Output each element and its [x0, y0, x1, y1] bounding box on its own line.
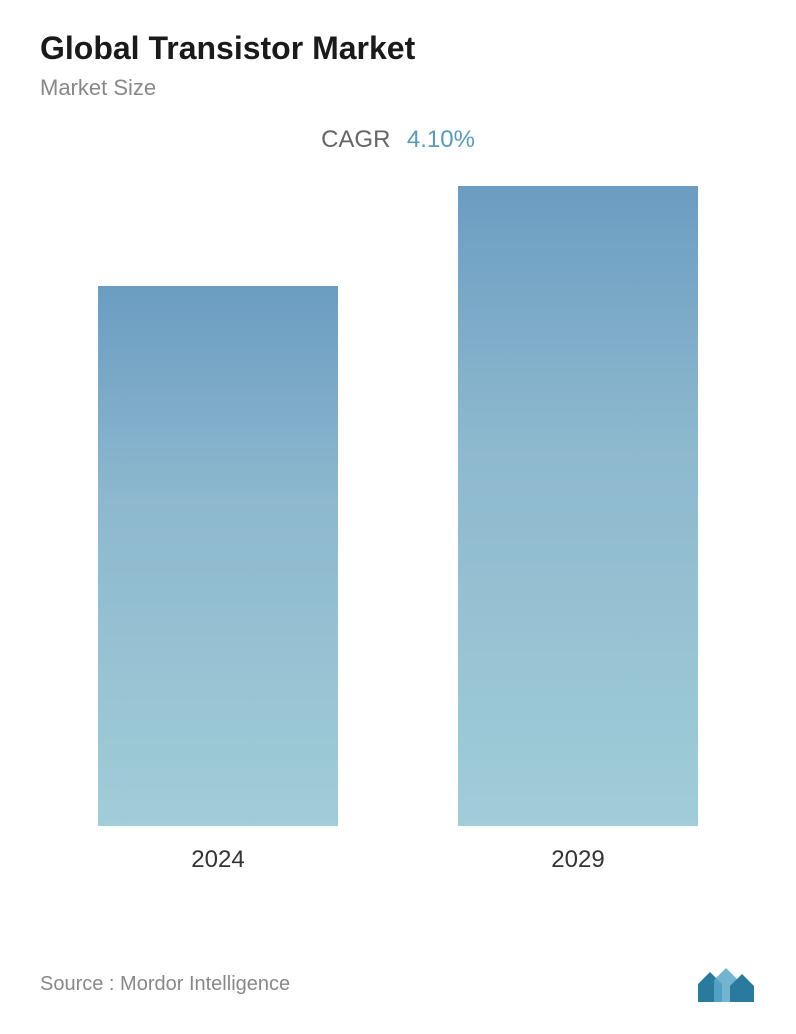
bar-group: 2024 [98, 286, 338, 874]
chart-title: Global Transistor Market [40, 30, 756, 67]
chart-bar [98, 286, 338, 826]
logo-icon [696, 964, 756, 1004]
chart-bar [458, 186, 698, 826]
cagr-value: 4.10% [407, 126, 475, 153]
bar-chart: 2024 2029 [40, 194, 756, 874]
cagr-label: CAGR [321, 126, 390, 153]
bar-label: 2024 [191, 846, 244, 874]
footer: Source : Mordor Intelligence [40, 964, 756, 1004]
bar-label: 2029 [551, 846, 604, 874]
source-text: Source : Mordor Intelligence [40, 973, 290, 996]
cagr-section: CAGR 4.10% [40, 126, 756, 154]
chart-subtitle: Market Size [40, 75, 756, 101]
bar-group: 2029 [458, 186, 698, 874]
